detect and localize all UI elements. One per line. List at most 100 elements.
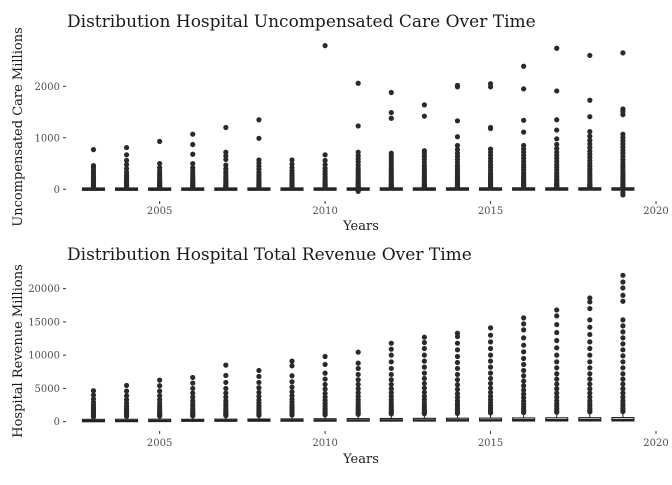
- outlier-point: [421, 334, 427, 340]
- outlier-point: [454, 118, 461, 124]
- outlier-point: [587, 299, 593, 305]
- outlier-point: [487, 125, 494, 132]
- outlier-point: [454, 410, 461, 416]
- outlier-point: [421, 380, 427, 387]
- box-group: [578, 295, 602, 422]
- y-tick-label: 5000: [35, 384, 60, 395]
- box-group: [181, 374, 205, 422]
- box-group: [247, 117, 271, 191]
- outlier-point: [421, 370, 427, 376]
- plot-marks: 0 1000 2000 2005 2010 2015 2020: [35, 43, 669, 217]
- outlier-point: [421, 358, 427, 364]
- outlier-point: [157, 388, 163, 394]
- outlier-point: [454, 147, 461, 153]
- box-group: [181, 131, 205, 191]
- outlier-point: [190, 380, 196, 386]
- outlier-point: [322, 161, 328, 168]
- outlier-point: [620, 317, 626, 323]
- box-group: [611, 272, 635, 422]
- outlier-point: [487, 370, 494, 376]
- outlier-point: [454, 340, 461, 346]
- outlier-point: [521, 342, 527, 348]
- outlier-point: [421, 345, 427, 352]
- box-group: [578, 52, 602, 191]
- outlier-point: [554, 45, 560, 51]
- box-group: [479, 325, 503, 422]
- outlier-point: [554, 381, 560, 387]
- outlier-point: [620, 50, 626, 56]
- outlier-point: [587, 365, 593, 371]
- outlier-point: [289, 389, 295, 395]
- outlier-point: [256, 185, 262, 191]
- outlier-point: [123, 144, 130, 151]
- outlier-point: [454, 84, 461, 90]
- outlier-point: [289, 379, 295, 385]
- outlier-point: [322, 185, 328, 191]
- outlier-point: [620, 323, 626, 329]
- outlier-point: [554, 345, 560, 351]
- outlier-point: [388, 390, 394, 396]
- outlier-point: [587, 324, 593, 330]
- outlier-point: [123, 388, 130, 394]
- uncompensated-care-panel: Distribution Hospital Uncompensated Care…: [11, 12, 669, 234]
- outlier-point: [620, 386, 626, 392]
- outlier-point: [587, 376, 593, 382]
- outlier-point: [587, 394, 593, 400]
- outlier-point: [521, 129, 527, 135]
- x-tick-label: 2005: [147, 206, 172, 217]
- box-group: [81, 388, 106, 423]
- box-group: [545, 45, 569, 191]
- outlier-point: [388, 89, 394, 96]
- outlier-point: [157, 383, 163, 389]
- outlier-point: [620, 131, 626, 137]
- outlier-point: [190, 385, 196, 392]
- outlier-point: [421, 113, 427, 119]
- outlier-point: [123, 166, 130, 172]
- outlier-point: [355, 411, 361, 417]
- outlier-point: [554, 337, 560, 344]
- outlier-point: [587, 390, 593, 396]
- box-group: [313, 43, 337, 191]
- outlier-point: [355, 377, 361, 383]
- outlier-point: [554, 136, 560, 142]
- outlier-point: [289, 185, 295, 191]
- outlier-point: [223, 394, 229, 400]
- outlier-point: [223, 185, 229, 191]
- outlier-point: [587, 331, 593, 338]
- outlier-point: [289, 157, 295, 163]
- outlier-point: [157, 185, 163, 191]
- outlier-point: [587, 386, 593, 392]
- outlier-point: [587, 352, 593, 358]
- outlier-point: [620, 285, 626, 291]
- outlier-point: [587, 144, 593, 151]
- outlier-point: [421, 364, 427, 370]
- outlier-point: [190, 141, 196, 148]
- outlier-point: [123, 152, 130, 158]
- outlier-point: [289, 363, 295, 369]
- outlier-point: [454, 382, 461, 388]
- x-tick-label: 2020: [643, 438, 668, 449]
- outlier-point: [322, 152, 328, 158]
- outlier-point: [620, 192, 626, 198]
- outlier-point: [388, 365, 394, 372]
- outlier-point: [388, 352, 394, 358]
- x-tick-label: 2015: [478, 206, 503, 217]
- outlier-point: [355, 386, 361, 392]
- outlier-point: [256, 389, 262, 396]
- outlier-point: [421, 339, 427, 346]
- outlier-point: [256, 117, 262, 123]
- outlier-point: [355, 371, 361, 378]
- x-axis-title: Years: [342, 452, 379, 467]
- outlier-point: [322, 390, 328, 397]
- outlier-point: [554, 321, 560, 328]
- outlier-point: [620, 365, 626, 371]
- x-tick-label: 2020: [643, 206, 668, 217]
- outlier-point: [554, 117, 560, 123]
- outlier-point: [521, 378, 527, 384]
- outlier-point: [620, 371, 626, 377]
- box-group: [545, 307, 569, 422]
- outlier-point: [223, 162, 229, 168]
- outlier-point: [223, 390, 229, 396]
- outlier-point: [487, 345, 494, 352]
- y-tick-label: 0: [54, 417, 60, 428]
